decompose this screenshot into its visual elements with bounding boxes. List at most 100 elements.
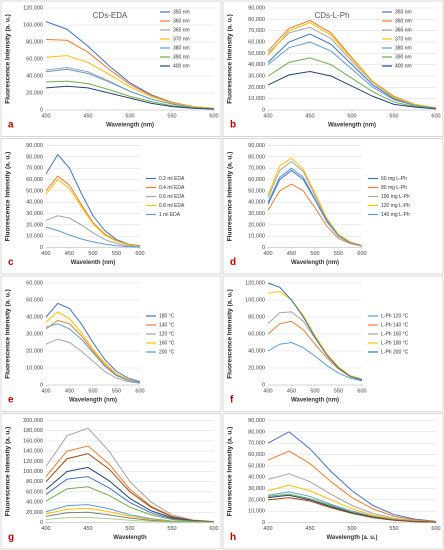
y-tick-label: 40,000	[248, 348, 265, 354]
y-tick-label: 120,000	[23, 459, 43, 465]
legend-label: 80 mg L-Ph	[381, 185, 407, 191]
panel-label: f	[230, 395, 234, 406]
y-tick-label: 90,000	[248, 143, 265, 149]
data-line	[45, 178, 141, 247]
y-tick-label: 180,000	[23, 428, 43, 434]
panel-border	[222, 413, 444, 550]
x-axis-title: Wavelenth (nm)	[71, 260, 115, 266]
y-tick-label: 20,000	[248, 497, 265, 503]
data-line	[267, 341, 363, 382]
y-tick-label: 0	[40, 245, 43, 251]
x-tick-label: 400	[41, 251, 50, 257]
y-axis-title: Fluorescence Intensity (a. u.)	[5, 289, 12, 379]
panel-label: a	[8, 120, 14, 131]
data-line	[45, 175, 141, 247]
data-line	[267, 57, 437, 110]
x-axis-title: Wavelength (a. u.)	[326, 535, 377, 541]
panel-label: c	[8, 257, 14, 268]
x-tick-label: 400	[263, 388, 272, 394]
x-tick-label: 450	[287, 251, 296, 257]
x-tick-label: 500	[310, 251, 319, 257]
x-tick-label: 550	[389, 526, 398, 532]
data-line	[45, 466, 215, 523]
x-tick-label: 550	[112, 388, 121, 394]
x-tick-label: 500	[125, 113, 134, 119]
x-tick-label: 550	[389, 113, 398, 119]
y-tick-label: 20,000	[26, 90, 43, 96]
y-tick-label: 30,000	[248, 211, 265, 217]
data-line	[45, 453, 215, 523]
y-tick-label: 50,000	[26, 297, 43, 303]
legend-label: 365 nm	[173, 27, 190, 33]
x-tick-label: 450	[287, 388, 296, 394]
legend-label: 200 °C	[159, 349, 175, 355]
x-tick-label: 450	[305, 113, 314, 119]
y-tick-label: 60,000	[26, 56, 43, 62]
y-tick-label: 60,000	[248, 177, 265, 183]
y-tick-label: 80,000	[26, 479, 43, 485]
y-tick-label: 10,000	[26, 365, 43, 371]
y-tick-label: 100,000	[245, 297, 265, 303]
x-tick-label: 450	[83, 113, 92, 119]
panel-label: b	[230, 120, 236, 131]
y-tick-label: 80,000	[248, 314, 265, 320]
data-line	[45, 55, 215, 109]
legend-label: L-Ph 120 °C	[381, 313, 409, 319]
y-tick-label: 40,000	[248, 62, 265, 68]
y-tick-label: 160,000	[23, 438, 43, 444]
data-line	[45, 427, 215, 522]
y-tick-label: 120,000	[245, 280, 265, 286]
legend-label: 140 mg L-Ph	[381, 212, 410, 218]
x-tick-label: 450	[83, 526, 92, 532]
data-line	[267, 450, 437, 523]
x-tick-label: 500	[125, 526, 134, 532]
legend-label: L-Ph 200 °C	[381, 349, 409, 355]
panel-label: e	[8, 395, 14, 406]
y-tick-label: 10,000	[248, 509, 265, 515]
y-tick-label: 30,000	[26, 211, 43, 217]
data-line	[45, 319, 141, 383]
x-tick-label: 400	[263, 113, 272, 119]
data-line	[267, 473, 437, 523]
y-axis-title: Fluorescence Intensity (a. u.)	[5, 152, 12, 242]
y-tick-label: 30,000	[248, 486, 265, 492]
y-tick-label: 40,000	[26, 73, 43, 79]
legend-label: 0.8 ml EDA	[159, 203, 185, 209]
data-line	[45, 66, 215, 110]
x-tick-label: 400	[41, 526, 50, 532]
y-tick-label: 120,000	[23, 5, 43, 11]
y-tick-label: 0	[40, 107, 43, 113]
x-tick-label: 600	[431, 526, 440, 532]
y-tick-label: 80,000	[26, 39, 43, 45]
y-tick-label: 0	[262, 245, 265, 251]
data-line	[45, 153, 141, 247]
data-line	[267, 290, 363, 380]
x-tick-label: 500	[347, 526, 356, 532]
y-tick-label: 0	[262, 107, 265, 113]
panel-label: d	[230, 257, 236, 268]
x-tick-label: 500	[88, 388, 97, 394]
legend-label: 380 nm	[173, 45, 190, 51]
panel-border	[222, 0, 444, 137]
y-tick-label: 40,000	[248, 200, 265, 206]
data-line	[267, 311, 363, 380]
legend-label: 360 nm	[395, 18, 412, 24]
data-line	[45, 323, 141, 384]
x-axis-title: Wavelength	[113, 535, 147, 541]
legend-label: 400 nm	[173, 63, 190, 69]
data-line	[45, 311, 141, 383]
legend-label: 160 °C	[159, 340, 175, 346]
y-axis-title: Fluorescence Intensity (a. u.)	[227, 152, 234, 242]
data-line	[267, 183, 363, 247]
y-tick-label: 60,000	[26, 489, 43, 495]
y-tick-label: 30,000	[248, 73, 265, 79]
legend-label: 60 mg L-Ph	[381, 176, 407, 182]
legend-label: 350 nm	[173, 9, 190, 15]
legend-label: 1 ml EDA	[159, 212, 181, 218]
y-tick-label: 50,000	[248, 188, 265, 194]
data-line	[267, 70, 437, 110]
panel-border	[0, 0, 222, 137]
y-tick-label: 10,000	[248, 234, 265, 240]
panel-border	[0, 413, 222, 550]
x-axis-title: Wavelength (nm)	[106, 123, 154, 129]
